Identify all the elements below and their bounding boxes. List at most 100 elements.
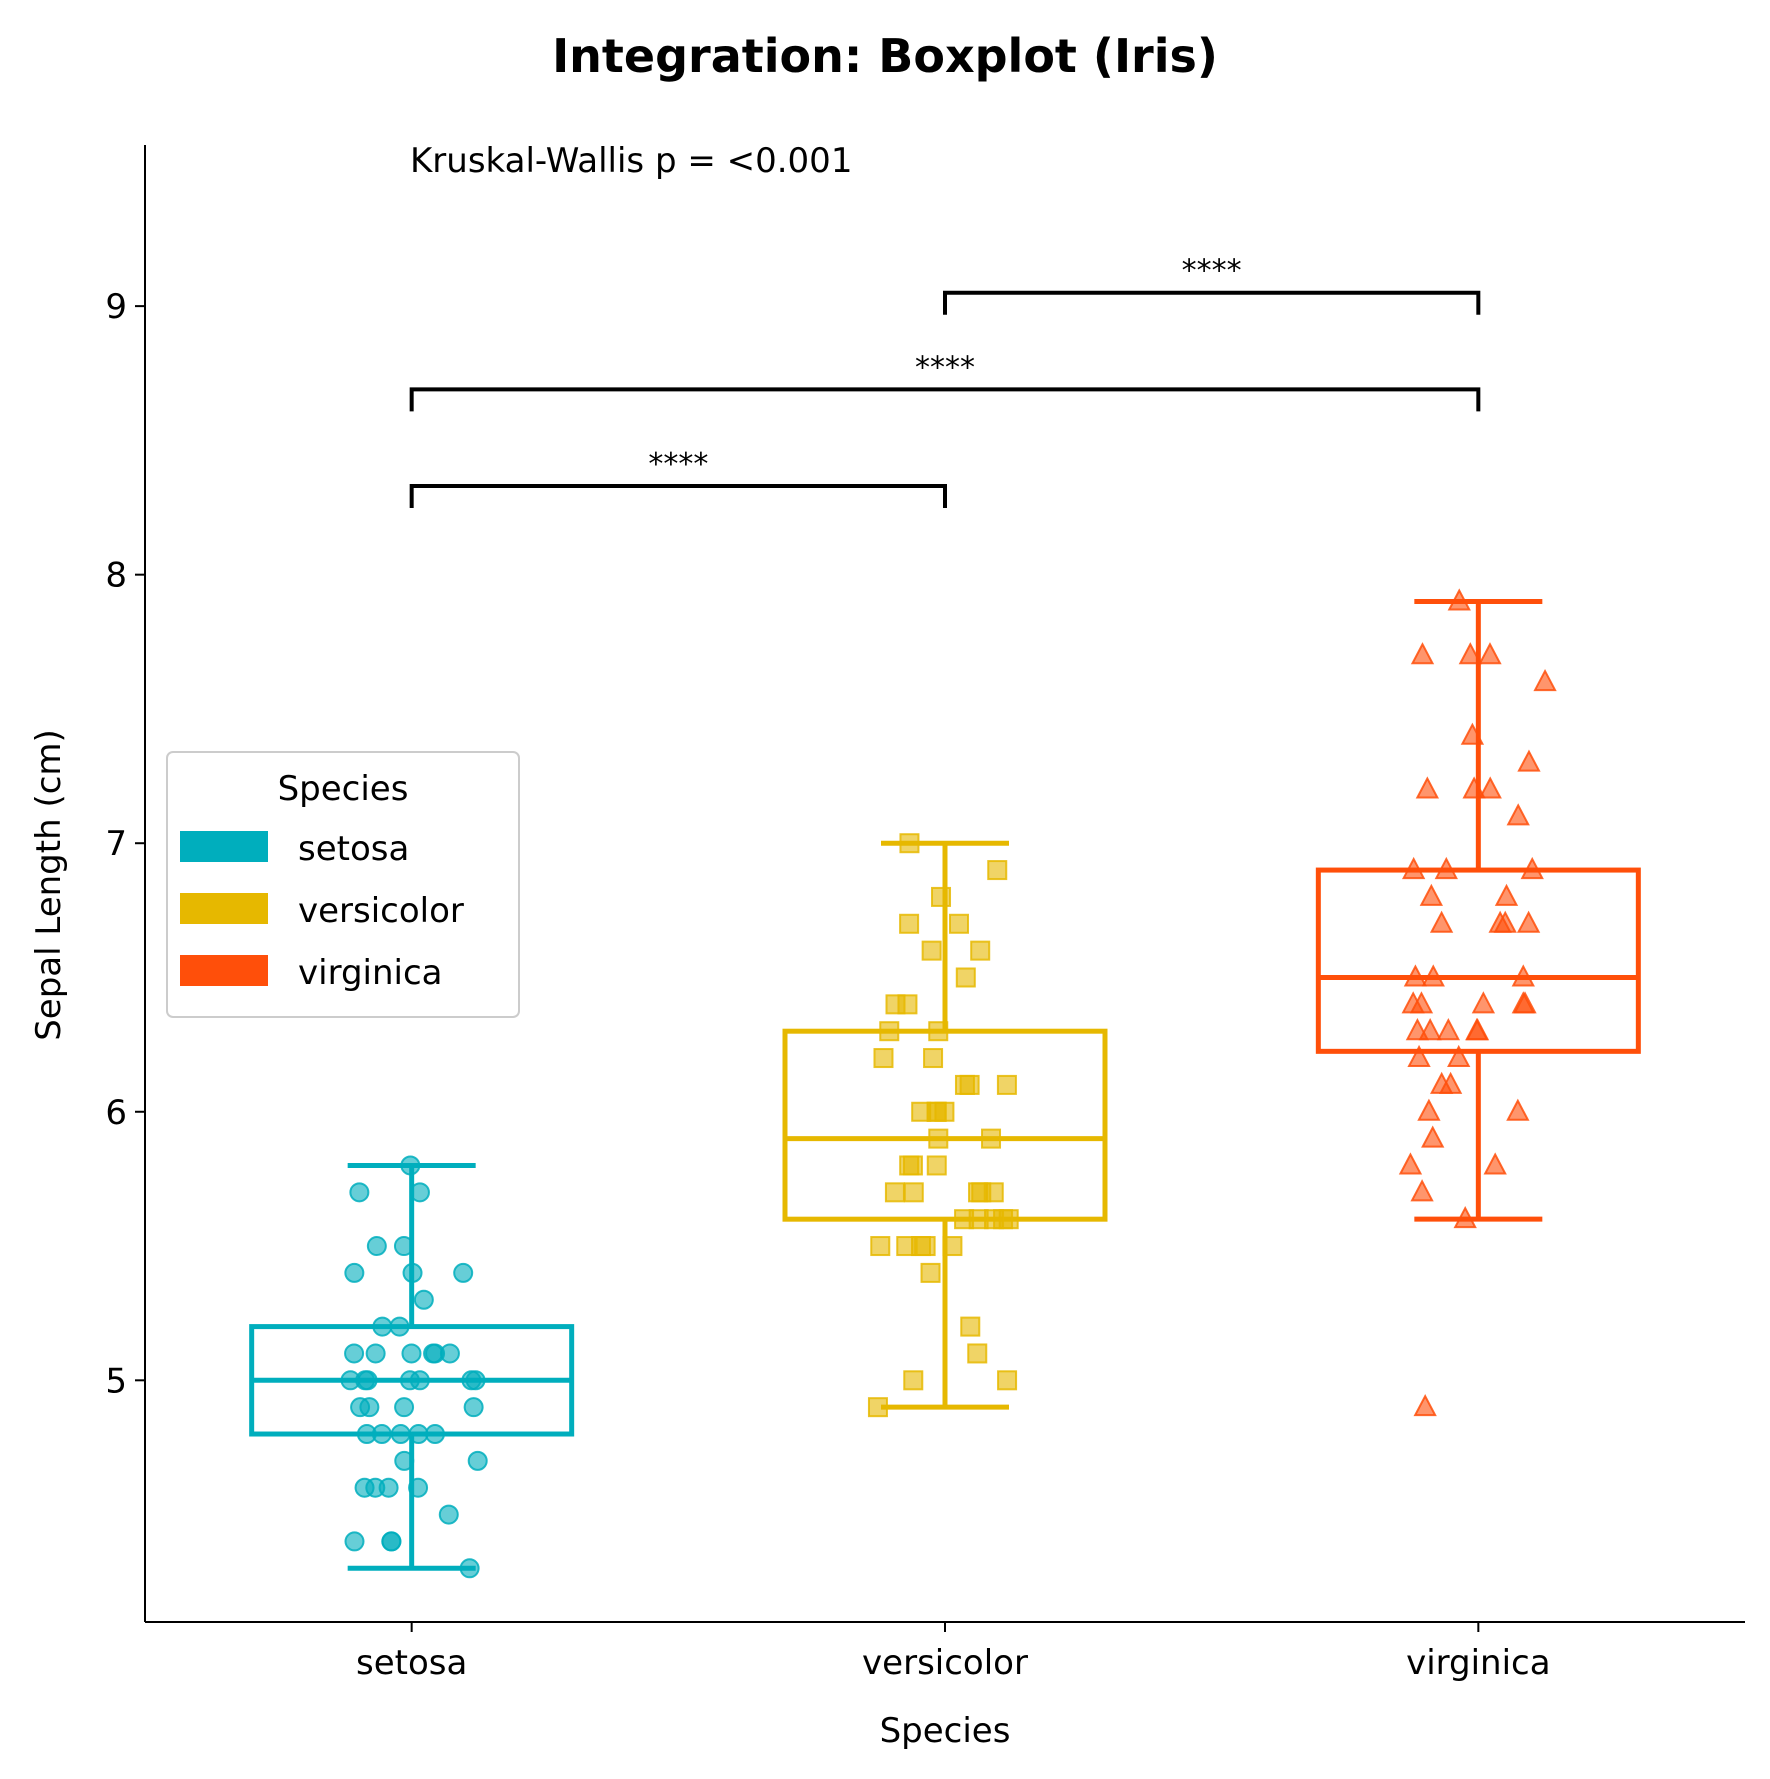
legend-swatch-virginica (180, 955, 268, 986)
setosa-point-43 (459, 1558, 480, 1579)
versicolor-point-42 (960, 1316, 981, 1337)
virginica-point-2 (1458, 642, 1482, 665)
virginica-point-38 (1417, 1098, 1441, 1121)
y-tick-label-8: 8 (105, 556, 127, 596)
setosa-point-30 (425, 1424, 446, 1445)
y-tick-label-9: 9 (105, 287, 127, 327)
setosa-point-16 (425, 1343, 446, 1364)
setosa-point-36 (408, 1477, 429, 1498)
versicolor-point-20 (926, 1101, 947, 1122)
versicolor-point-45 (997, 1370, 1018, 1391)
bracket-label-versicolor-virginica: **** (1182, 254, 1242, 289)
versicolor-point-21 (981, 1128, 1002, 1149)
legend-label-setosa: setosa (298, 829, 409, 869)
versicolor-point-28 (903, 1182, 924, 1203)
setosa-point-13 (344, 1343, 365, 1364)
versicolor-point-23 (926, 1155, 947, 1176)
setosa-point-29 (408, 1424, 429, 1445)
bracket-versicolor-virginica (943, 290, 1481, 315)
setosa-point-5 (402, 1262, 423, 1283)
setosa-point-15 (365, 1343, 386, 1364)
virginica-point-33 (1407, 1044, 1431, 1068)
x-tick-label-versicolor: versicolor (862, 1643, 1028, 1683)
setosa-point-25 (394, 1397, 415, 1418)
virginica-point-8 (1462, 776, 1486, 799)
legend-swatch-versicolor (180, 893, 268, 924)
virginica-point-1 (1478, 642, 1502, 665)
setosa-point-41 (381, 1531, 402, 1552)
versicolor-point-6 (970, 940, 991, 961)
virginica-point-27 (1513, 991, 1537, 1014)
setosa-point-26 (463, 1397, 484, 1418)
virginica-point-24 (1401, 991, 1425, 1014)
versicolor-point-10 (928, 1021, 949, 1042)
versicolor-point-9 (897, 994, 918, 1015)
virginica-point-36 (1438, 1071, 1463, 1094)
legend: Species setosa versicolor virginica (166, 751, 520, 1018)
data-points (340, 588, 1557, 1579)
chart-title: Integration: Boxplot (Iris) (552, 29, 1218, 83)
virginica-point-43 (1453, 1206, 1477, 1229)
versicolor-point-16 (996, 1074, 1017, 1095)
setosa-point-19 (399, 1370, 420, 1391)
virginica-point-37 (1506, 1098, 1530, 1121)
virginica-point-12 (1434, 856, 1458, 880)
setosa-point-14 (401, 1343, 422, 1364)
virginica-point-15 (1494, 883, 1519, 906)
setosa-point-38 (354, 1477, 375, 1498)
versicolor-point-44 (903, 1370, 924, 1391)
setosa-point-8 (413, 1289, 434, 1310)
setosa-point-42 (344, 1531, 365, 1552)
setosa-point-21 (340, 1370, 361, 1391)
virginica-point-10 (1506, 803, 1530, 826)
virginica-point-31 (1436, 1018, 1461, 1041)
setosa-point-28 (390, 1424, 411, 1445)
virginica-point-41 (1483, 1152, 1507, 1175)
y-tick-label-6: 6 (105, 1093, 127, 1133)
versicolor-point-15 (954, 1074, 975, 1095)
setosa-point-7 (453, 1262, 474, 1283)
x-ticks: setosa versicolor virginica (356, 1622, 1551, 1683)
virginica-point-6 (1517, 749, 1541, 772)
versicolor-point-0 (899, 833, 920, 854)
setosa-point-27 (359, 1397, 380, 1418)
versicolor-point-3 (899, 913, 920, 934)
y-tick-label-7: 7 (105, 824, 127, 864)
virginica-point-11 (1520, 856, 1544, 880)
setosa-point-34 (394, 1450, 415, 1471)
virginica-point-18 (1516, 910, 1541, 933)
setosa-point-0 (400, 1155, 421, 1176)
legend-frame (166, 751, 520, 1018)
virginica-point-39 (1421, 1125, 1445, 1148)
versicolor-point-30 (983, 1182, 1004, 1203)
significance-brackets: **** **** **** (409, 254, 1481, 509)
versicolor-point-1 (987, 860, 1008, 881)
bracket-label-setosa-versicolor: **** (648, 447, 708, 482)
setosa-point-9 (389, 1316, 410, 1337)
virginica-point-44 (1413, 1394, 1437, 1417)
x-tick-label-virginica: virginica (1406, 1643, 1551, 1683)
legend-title: Species (278, 769, 409, 809)
versicolor-point-27 (884, 1182, 905, 1203)
versicolor-point-25 (899, 1155, 920, 1176)
versicolor-point-36 (942, 1236, 963, 1257)
virginica-point-42 (1410, 1179, 1434, 1202)
setosa-point-3 (366, 1236, 387, 1257)
bracket-setosa-virginica (409, 387, 1481, 412)
versicolor-point-5 (921, 940, 942, 961)
virginica-point-3 (1410, 642, 1435, 665)
versicolor-point-12 (873, 1048, 894, 1069)
virginica-point-19 (1429, 910, 1454, 933)
setosa-point-2 (349, 1182, 370, 1203)
setosa-point-6 (344, 1262, 365, 1283)
virginica-point-0 (1447, 588, 1471, 611)
boxes (249, 599, 1641, 1571)
virginica-box (1315, 867, 1641, 1054)
versicolor-point-39 (915, 1236, 936, 1257)
versicolor-point-35 (954, 1209, 975, 1230)
virginica-point-21 (1421, 964, 1445, 987)
versicolor-point-22 (928, 1128, 949, 1149)
virginica-point-25 (1471, 991, 1496, 1014)
versicolor-point-37 (870, 1236, 891, 1257)
